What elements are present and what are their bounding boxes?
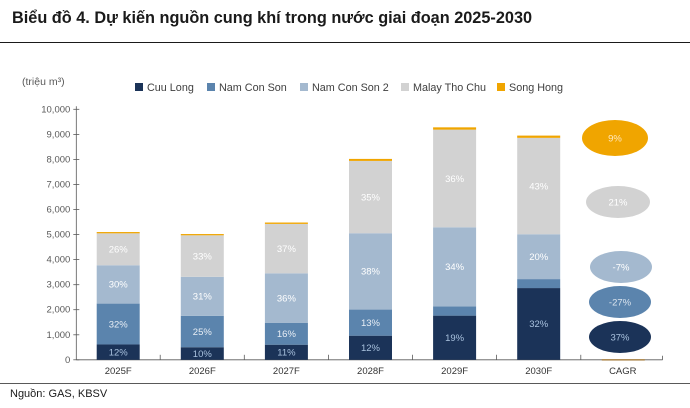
svg-text:9,000: 9,000 <box>47 129 71 140</box>
svg-text:36%: 36% <box>445 174 465 185</box>
svg-text:26%: 26% <box>109 245 129 256</box>
svg-text:-27%: -27% <box>609 297 632 308</box>
svg-text:19%: 19% <box>445 333 465 344</box>
svg-text:36%: 36% <box>277 293 297 304</box>
svg-text:9%: 9% <box>608 133 622 144</box>
svg-text:3,000: 3,000 <box>47 280 71 291</box>
svg-text:12%: 12% <box>109 347 129 358</box>
svg-text:13%: 13% <box>361 318 381 329</box>
svg-text:31%: 31% <box>193 292 213 303</box>
svg-text:35%: 35% <box>361 192 381 203</box>
svg-text:38%: 38% <box>361 267 381 278</box>
svg-text:CAGR: CAGR <box>609 366 637 377</box>
svg-text:33%: 33% <box>193 251 213 262</box>
svg-text:2026F: 2026F <box>189 366 216 377</box>
svg-text:10%: 10% <box>193 349 213 360</box>
svg-text:-7%: -7% <box>613 262 630 273</box>
svg-text:0: 0 <box>65 355 70 366</box>
svg-text:1,000: 1,000 <box>47 330 71 341</box>
svg-text:2027F: 2027F <box>273 366 300 377</box>
svg-text:2028F: 2028F <box>357 366 384 377</box>
svg-text:12%: 12% <box>361 343 381 354</box>
svg-text:25%: 25% <box>193 327 213 338</box>
svg-text:11%: 11% <box>277 348 296 359</box>
svg-text:37%: 37% <box>277 244 297 255</box>
svg-text:2029F: 2029F <box>441 366 468 377</box>
svg-text:7,000: 7,000 <box>47 180 71 191</box>
svg-text:34%: 34% <box>445 262 465 273</box>
svg-text:30%: 30% <box>109 280 129 291</box>
svg-text:43%: 43% <box>529 181 549 192</box>
svg-text:2025F: 2025F <box>105 366 132 377</box>
svg-text:2030F: 2030F <box>525 366 552 377</box>
svg-text:21%: 21% <box>608 197 628 208</box>
svg-text:16%: 16% <box>277 329 297 340</box>
svg-text:6,000: 6,000 <box>47 205 71 216</box>
svg-text:8,000: 8,000 <box>47 154 71 165</box>
svg-text:5,000: 5,000 <box>47 230 71 241</box>
svg-text:2,000: 2,000 <box>47 305 71 316</box>
svg-text:10,000: 10,000 <box>41 104 70 115</box>
svg-text:37%: 37% <box>610 332 630 343</box>
svg-text:32%: 32% <box>109 319 129 330</box>
svg-text:4,000: 4,000 <box>47 255 71 266</box>
svg-text:20%: 20% <box>529 252 549 263</box>
svg-text:32%: 32% <box>529 319 549 330</box>
